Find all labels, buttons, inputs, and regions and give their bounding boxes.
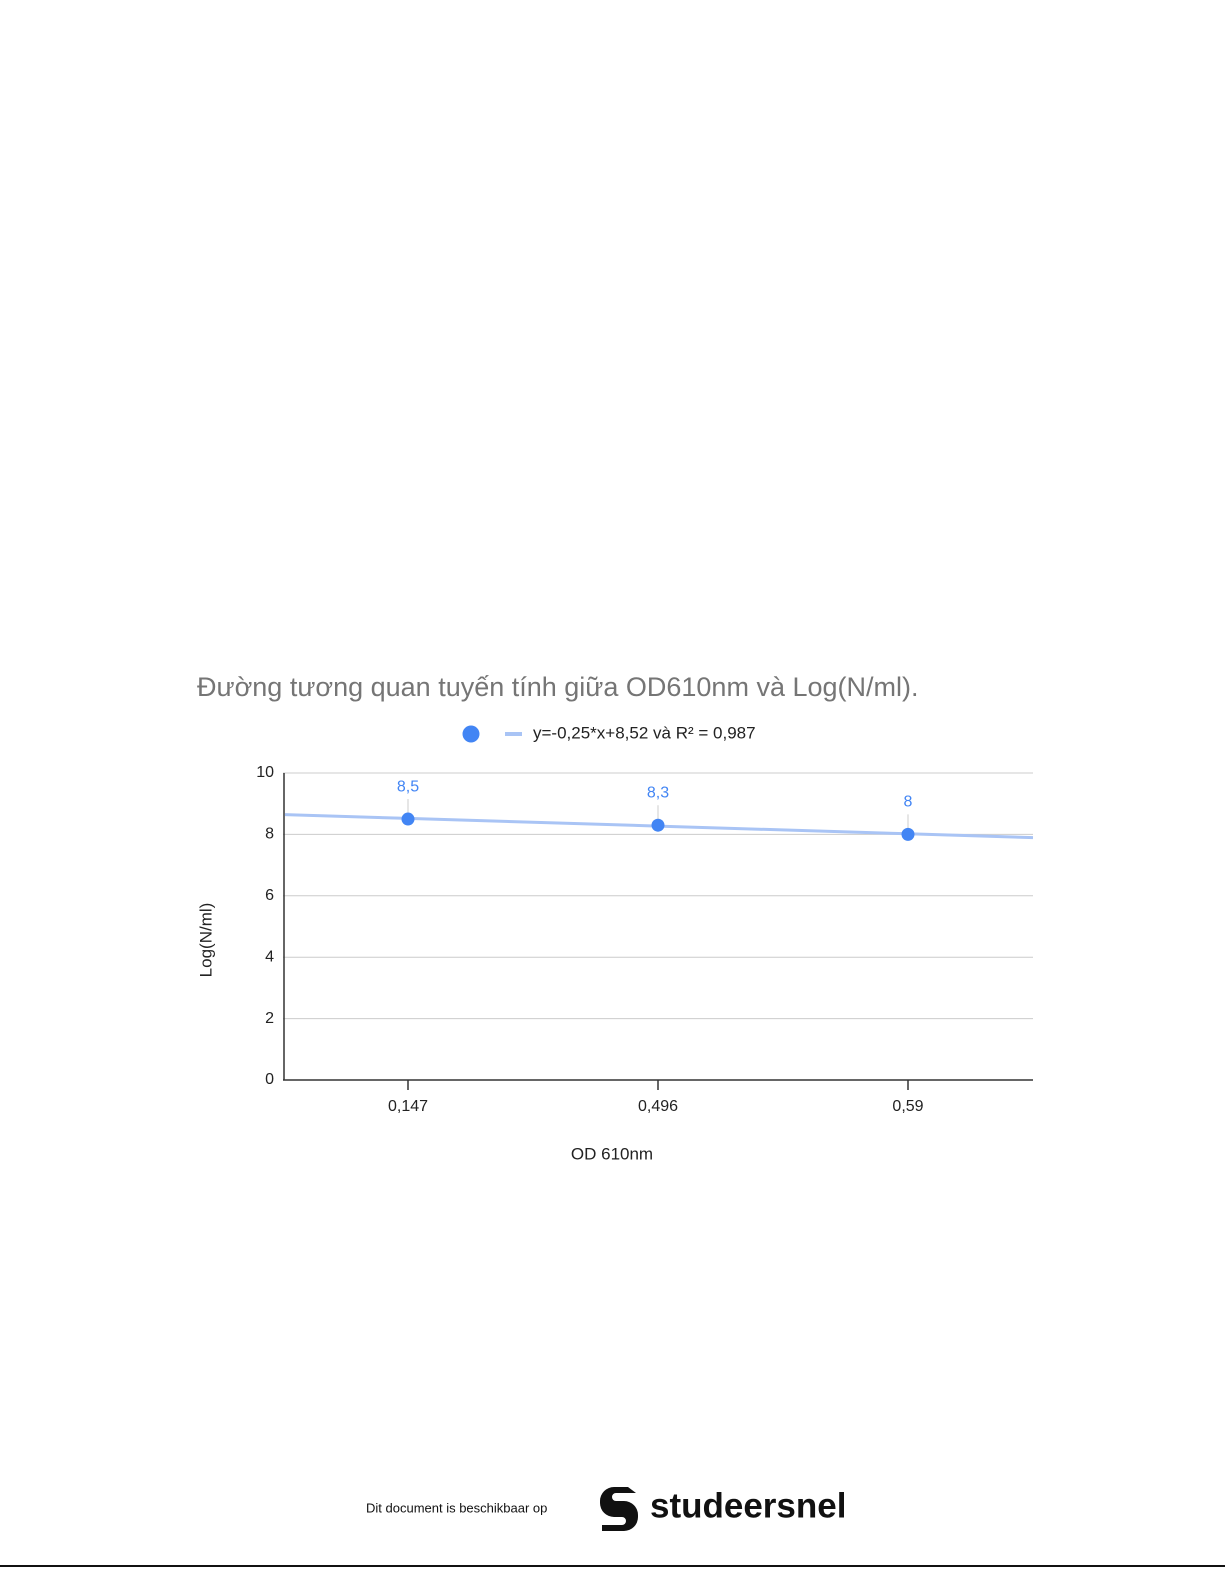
data-label: 8: [904, 794, 913, 811]
y-tick-label: 8: [265, 826, 274, 843]
x-axis-title: OD 610nm: [571, 1144, 653, 1163]
brand-logo: [600, 1487, 638, 1531]
y-tick-label: 2: [265, 1010, 274, 1027]
y-tick-label: 6: [265, 887, 274, 904]
data-label: 8,5: [397, 778, 419, 795]
legend-marker: [462, 725, 480, 743]
data-point: [401, 812, 415, 826]
y-tick-label: 4: [265, 948, 274, 965]
y-tick-label: 0: [265, 1071, 274, 1088]
legend-label: y=-0,25*x+8,52 và R² = 0,987: [533, 723, 756, 742]
data-point: [901, 827, 915, 841]
x-tick-label: 0,496: [638, 1098, 678, 1115]
x-tick-label: 0,59: [892, 1098, 923, 1115]
y-axis-title: Log(N/ml): [196, 903, 215, 978]
data-point: [651, 818, 665, 832]
y-tick-label: 10: [256, 764, 274, 781]
chart-title: Đường tương quan tuyến tính giữa OD610nm…: [197, 672, 919, 702]
x-tick-label: 0,147: [388, 1098, 428, 1115]
data-label: 8,3: [647, 784, 669, 801]
footer-text: Dit document is beschikbaar op: [366, 1500, 547, 1515]
brand-icon: [600, 1487, 638, 1531]
brand-name: studeersnel: [650, 1486, 846, 1525]
